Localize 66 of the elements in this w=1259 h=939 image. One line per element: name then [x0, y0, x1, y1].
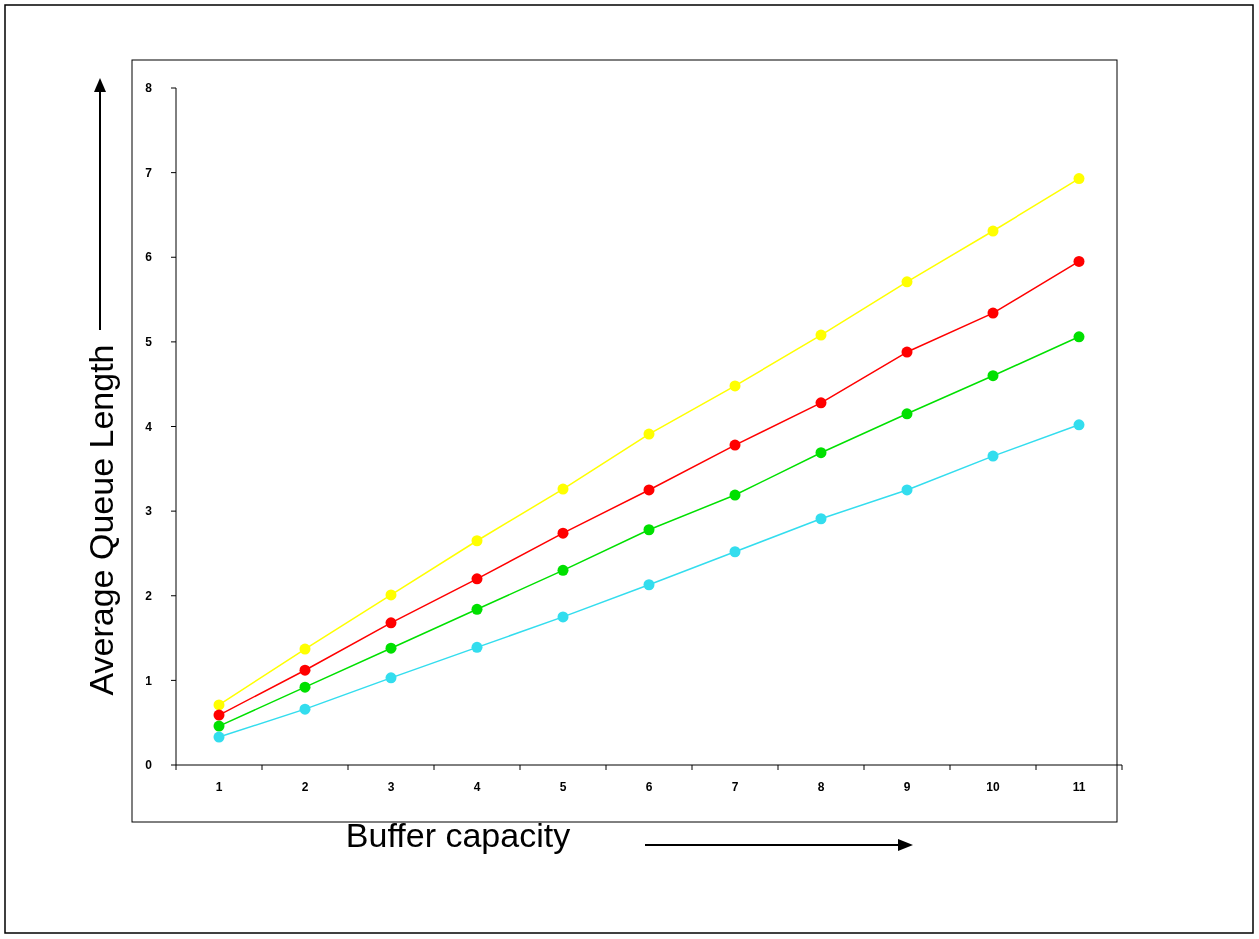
y-tick-label: 8 [145, 81, 153, 96]
point [729, 546, 741, 558]
point [901, 276, 913, 288]
point [901, 484, 913, 496]
point [901, 408, 913, 420]
point [987, 370, 999, 382]
point [471, 535, 483, 547]
point [1073, 419, 1085, 431]
point [815, 513, 827, 525]
x-tick-label: 6 [645, 780, 653, 794]
x-axis-title: Buffer capacity [345, 816, 571, 854]
point [385, 642, 397, 654]
point [643, 428, 655, 440]
point [729, 489, 741, 501]
point [213, 720, 225, 732]
point [557, 527, 569, 539]
point [299, 681, 311, 693]
y-tick-label: 3 [145, 504, 153, 519]
point [901, 346, 913, 358]
y-tick-label: 1 [145, 673, 153, 688]
point [385, 589, 397, 601]
point [213, 699, 225, 711]
x-tick-label: 7 [731, 780, 739, 794]
x-tick-label: 4 [473, 780, 481, 794]
point [643, 579, 655, 591]
y-tick-label: 4 [145, 419, 153, 434]
point [471, 641, 483, 653]
y-tick-label: 2 [145, 588, 153, 603]
y-axis-title: Average Queue Length [82, 344, 120, 696]
x-tick-label: 5 [559, 780, 567, 794]
point [471, 573, 483, 585]
point [815, 447, 827, 459]
point [987, 307, 999, 319]
point [557, 564, 569, 576]
point [385, 617, 397, 629]
point [643, 524, 655, 536]
x-tick-label: 10 [986, 780, 1000, 794]
x-tick-label: 3 [387, 780, 395, 794]
point [213, 709, 225, 721]
y-tick-label: 6 [145, 250, 153, 265]
point [1073, 331, 1085, 343]
point [299, 703, 311, 715]
x-tick-label: 8 [817, 780, 825, 794]
point [1073, 255, 1085, 267]
point [643, 484, 655, 496]
x-tick-label: 2 [301, 780, 309, 794]
y-tick-label: 0 [145, 758, 153, 773]
point [557, 611, 569, 623]
point [815, 329, 827, 341]
point [557, 483, 569, 495]
point [299, 664, 311, 676]
y-tick-label: 5 [145, 335, 153, 350]
point [729, 439, 741, 451]
x-tick-label: 11 [1072, 780, 1086, 794]
point [729, 380, 741, 392]
x-tick-label: 1 [215, 780, 223, 794]
point [471, 603, 483, 615]
point [1073, 173, 1085, 185]
point [815, 397, 827, 409]
point [987, 225, 999, 237]
y-tick-label: 7 [145, 165, 153, 180]
point [213, 731, 225, 743]
point [299, 643, 311, 655]
point [385, 672, 397, 684]
point [987, 450, 999, 462]
x-tick-label: 9 [903, 780, 911, 794]
